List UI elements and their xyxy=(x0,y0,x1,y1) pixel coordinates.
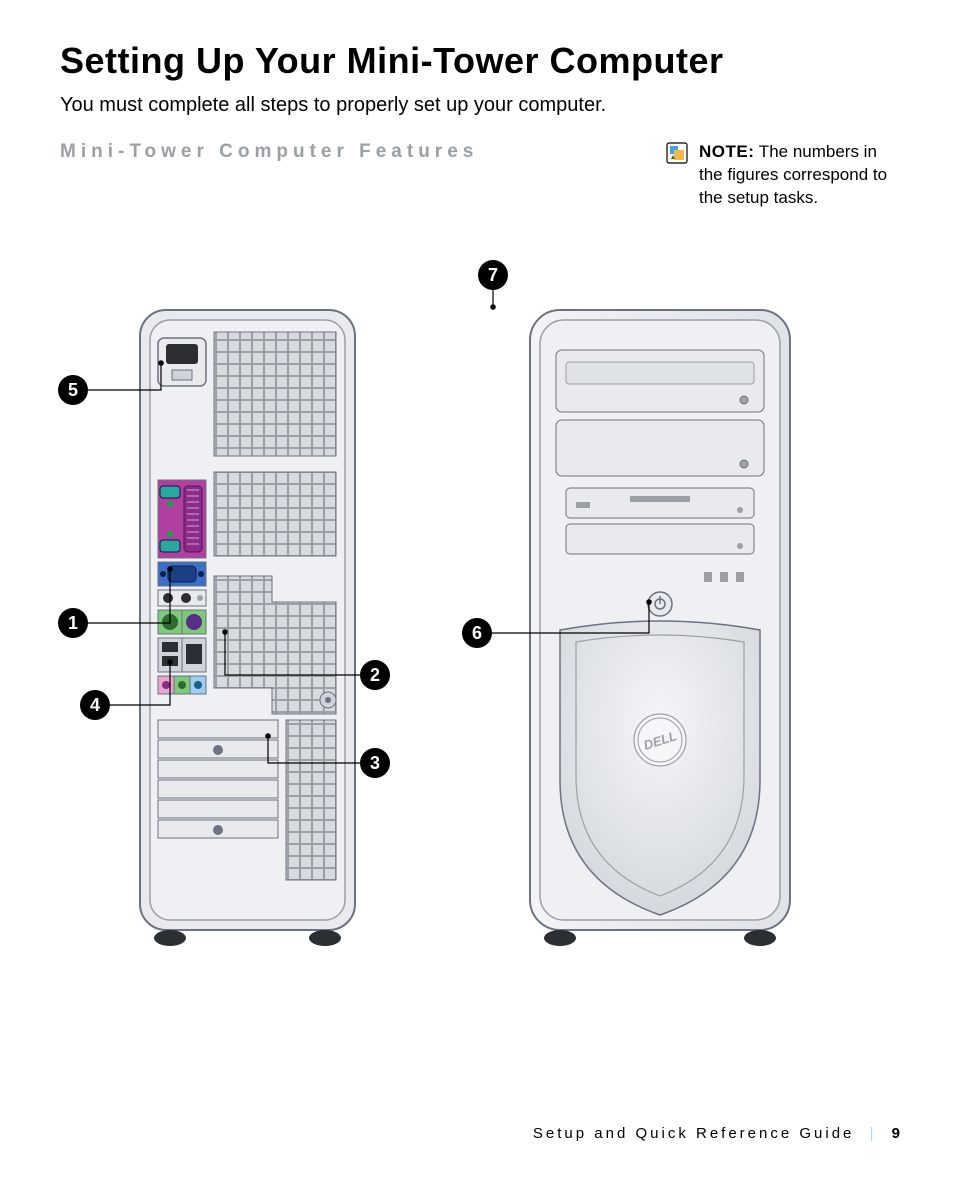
note-text: NOTE: The numbers in the figures corresp… xyxy=(699,141,900,210)
note-icon xyxy=(665,141,689,165)
footer-guide: Setup and Quick Reference Guide xyxy=(533,1125,854,1142)
page-footer: Setup and Quick Reference Guide | 9 xyxy=(533,1125,900,1142)
tower-illustration: DELL xyxy=(0,220,960,1000)
note-block: NOTE: The numbers in the figures corresp… xyxy=(665,141,900,210)
callout-2: 2 xyxy=(360,660,390,690)
callout-6: 6 xyxy=(462,618,492,648)
back-tower xyxy=(140,310,355,946)
callout-5: 5 xyxy=(58,375,88,405)
page-subtitle: You must complete all steps to properly … xyxy=(60,94,900,117)
footer-page-number: 9 xyxy=(892,1125,900,1142)
callout-4: 4 xyxy=(80,690,110,720)
note-label: NOTE: xyxy=(699,142,754,161)
page-title: Setting Up Your Mini-Tower Computer xyxy=(60,40,900,82)
heading-row: Mini-Tower Computer Features NOTE: The n… xyxy=(60,141,900,210)
section-heading: Mini-Tower Computer Features xyxy=(60,141,478,163)
callout-1: 1 xyxy=(58,608,88,638)
callout-3: 3 xyxy=(360,748,390,778)
callout-7: 7 xyxy=(478,260,508,290)
diagram: DELL 7 5 1 6 2 4 3 xyxy=(0,220,960,1000)
front-tower: DELL xyxy=(530,310,790,946)
footer-divider: | xyxy=(870,1125,877,1142)
